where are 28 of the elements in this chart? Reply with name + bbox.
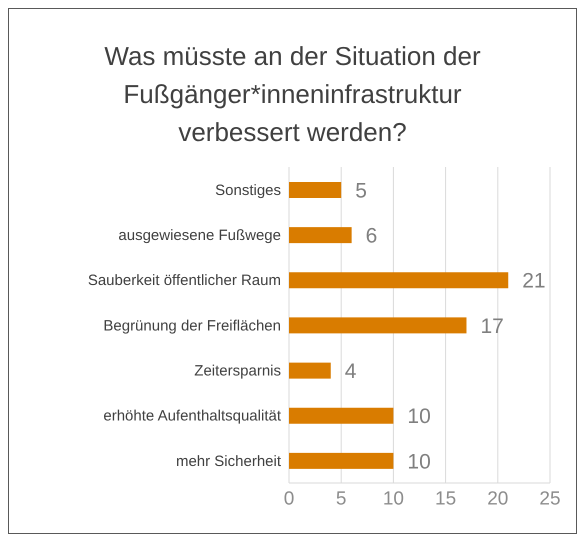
y-tick-label: ausgewiesene Fußwege (118, 227, 281, 244)
y-tick-label: Sauberkeit öffentlicher Raum (88, 272, 281, 290)
x-tick-label: 20 (487, 488, 508, 510)
x-tick-label: 0 (284, 488, 294, 510)
x-tick-label: 5 (336, 488, 346, 510)
bar (289, 317, 466, 334)
data-label: 6 (366, 224, 378, 248)
y-tick-label: erhöhte Aufenthaltsqualität (103, 408, 282, 425)
y-tick-label: Begrünung der Freiflächen (103, 317, 281, 334)
y-tick-label: mehr Sicherheit (176, 452, 282, 470)
data-label: 10 (407, 450, 431, 474)
bar (289, 182, 342, 198)
y-tick-label: Zeitersparnis (194, 362, 281, 380)
data-label: 21 (522, 270, 546, 293)
x-tick-label: 10 (382, 488, 404, 510)
bar (289, 227, 352, 244)
data-label: 5 (355, 179, 367, 202)
data-label: 17 (480, 314, 504, 338)
data-label: 4 (344, 360, 357, 384)
x-tick-label: 15 (435, 488, 456, 510)
x-tick-label: 25 (539, 488, 561, 510)
data-label: 10 (407, 405, 431, 428)
bar (289, 362, 331, 379)
bar (289, 272, 508, 288)
chart-title: Was müsste an der Situation der Fußgänger*inneninfrastruktur verbessert werden? (103, 40, 482, 149)
bar (289, 408, 394, 424)
y-tick-label: Sonstiges (215, 182, 281, 199)
bar (289, 452, 394, 469)
